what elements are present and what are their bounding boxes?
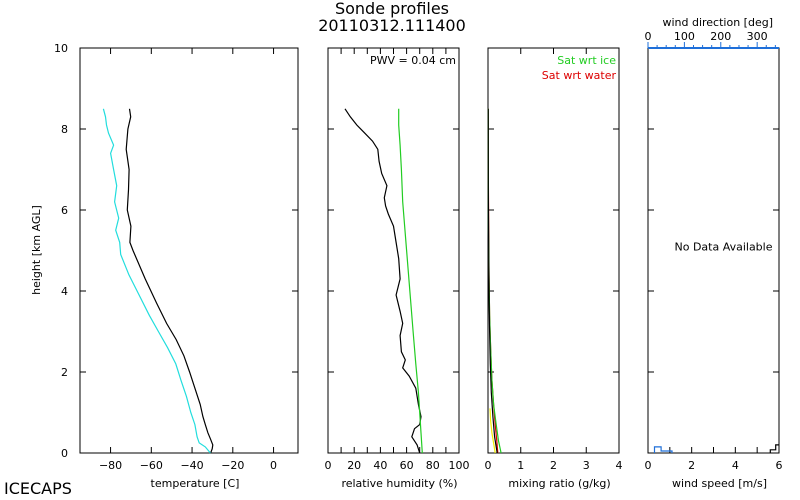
x-tick-label: −20: [221, 459, 244, 472]
pwv-annotation: PWV = 0.04 cm: [370, 54, 456, 67]
wind-series-line: [769, 444, 779, 453]
y-tick-label: 2: [61, 366, 68, 379]
mixing_ratio-frame: [487, 47, 620, 454]
y-tick-label: 4: [61, 285, 68, 298]
figure-title: Sonde profiles: [335, 0, 449, 18]
wind-series-line: [653, 446, 673, 453]
legend-sat-wrt-water: Sat wrt water: [542, 69, 617, 82]
x-tick-label: 0: [485, 459, 492, 472]
x-tick-label: 4: [616, 459, 623, 472]
top-axis-tick-label: 0: [645, 30, 652, 43]
sat-wrt-ice-series-line: [487, 108, 502, 454]
x-tick-label: 40: [373, 459, 387, 472]
relative_humidity-series-line: [344, 108, 422, 454]
y-tick-label: 10: [54, 42, 68, 55]
x-tick-label: 4: [732, 459, 739, 472]
legend-sat-wrt-ice: Sat wrt ice: [557, 54, 616, 67]
relative_humidity-panel: 0 20 40 60 80 100 relative humidity (%) PWV = 0…: [325, 47, 470, 490]
x-tick-label: −80: [99, 459, 122, 472]
x-tick-label: −40: [180, 459, 203, 472]
y-tick-label: 8: [61, 123, 68, 136]
top-axis-tick-label: 200: [710, 30, 731, 43]
y-axis-label: height [km AGL]: [30, 205, 43, 295]
top-axis-label: wind direction [deg]: [662, 16, 773, 29]
x-tick-label: 100: [449, 459, 470, 472]
x-tick-label: 20: [347, 459, 361, 472]
x-tick-label: 0: [325, 459, 332, 472]
top-axis-tick-label: 100: [674, 30, 695, 43]
x-tick-label: 0: [270, 459, 277, 472]
temperature-panel: 0 2 4 6 8 10 −80 −60 −40 −20 0 temperature [C]: [54, 42, 299, 490]
y-tick-label: 6: [61, 204, 68, 217]
mixing_ratio-series-line: [489, 408, 496, 454]
temperature-frame: [79, 47, 299, 454]
x-tick-label: −60: [140, 459, 163, 472]
mixing_ratio-series-line: [487, 108, 498, 454]
x-tick-label: 1: [517, 459, 524, 472]
temperature-series-line: [102, 108, 211, 454]
relative_humidity-frame: [327, 47, 460, 454]
y-tick-label: 0: [61, 447, 68, 460]
figure-subtitle: 20110312.111400: [318, 16, 466, 35]
x-tick-label: 3: [583, 459, 590, 472]
mixing_ratio-panel: 0 1 2 3 4 mixing ratio (g/kg) Sat wrt ice Sat w…: [485, 47, 623, 490]
temperature-series-line: [125, 108, 214, 454]
no-data-annotation: No Data Available: [674, 241, 772, 254]
wind-x-axis-label: wind speed [m/s]: [672, 477, 767, 490]
x-tick-label: 2: [688, 459, 695, 472]
top-axis-tick-label: 300: [747, 30, 768, 43]
x-tick-label: 6: [776, 459, 783, 472]
institution-label: ICECAPS: [4, 479, 72, 498]
x-tick-label: 80: [426, 459, 440, 472]
x-tick-label: 60: [400, 459, 414, 472]
temperature-x-axis-label: temperature [C]: [151, 477, 240, 490]
mixing_ratio-x-axis-label: mixing ratio (g/kg): [508, 477, 610, 490]
x-tick-label: 2: [550, 459, 557, 472]
relative_humidity-series-line: [398, 108, 423, 454]
relative_humidity-x-axis-label: relative humidity (%): [341, 477, 457, 490]
x-tick-label: 0: [645, 459, 652, 472]
